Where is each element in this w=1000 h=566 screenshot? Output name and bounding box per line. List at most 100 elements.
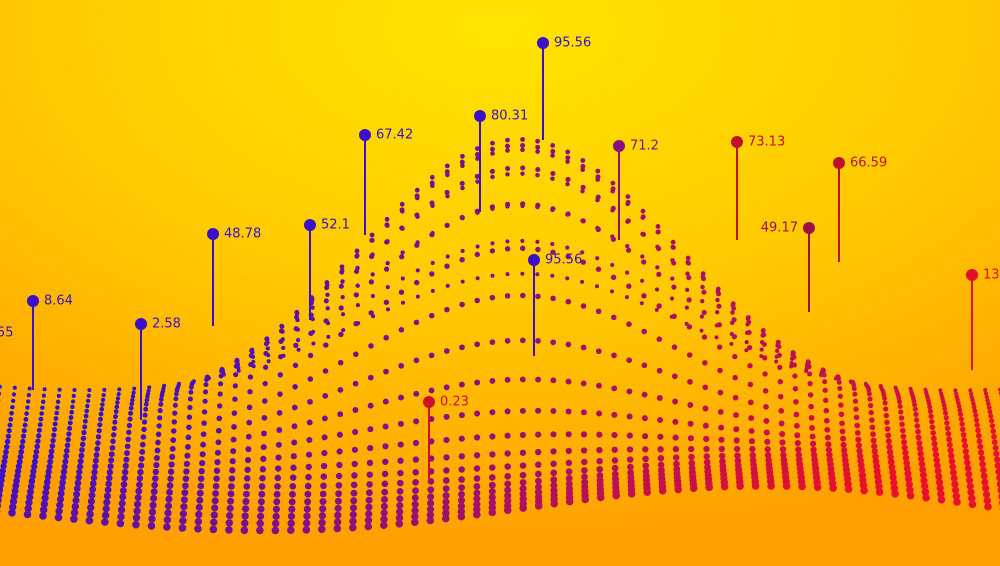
dot bbox=[580, 218, 586, 224]
dot bbox=[426, 516, 435, 525]
dot bbox=[195, 503, 203, 511]
dot bbox=[8, 509, 16, 517]
dot bbox=[272, 505, 280, 513]
dot bbox=[867, 402, 874, 409]
dot bbox=[903, 464, 911, 472]
dot bbox=[672, 418, 679, 425]
dot bbox=[258, 483, 266, 490]
dot bbox=[611, 470, 619, 478]
dot bbox=[397, 441, 404, 448]
dot bbox=[581, 495, 589, 504]
dot bbox=[95, 440, 101, 446]
dot bbox=[934, 467, 942, 475]
dot bbox=[595, 308, 602, 315]
pin-head bbox=[207, 228, 219, 240]
dot bbox=[657, 454, 665, 462]
dot bbox=[32, 453, 39, 460]
dot bbox=[983, 496, 992, 505]
dot bbox=[983, 388, 988, 392]
dot bbox=[503, 506, 512, 515]
dot bbox=[305, 473, 312, 481]
dot bbox=[101, 511, 110, 520]
dot bbox=[490, 140, 495, 146]
dot bbox=[717, 408, 724, 415]
dot bbox=[172, 402, 178, 408]
dot bbox=[23, 510, 32, 519]
dot bbox=[179, 510, 188, 518]
dot bbox=[851, 386, 857, 392]
dot bbox=[138, 455, 145, 462]
dot bbox=[321, 434, 328, 441]
dot bbox=[233, 372, 239, 378]
dot bbox=[442, 498, 450, 506]
dot bbox=[688, 453, 695, 461]
dot bbox=[982, 484, 990, 492]
dot bbox=[101, 518, 109, 526]
dot bbox=[132, 520, 140, 529]
dot bbox=[764, 446, 771, 453]
dot bbox=[444, 222, 450, 229]
dot bbox=[246, 404, 253, 411]
dot bbox=[78, 452, 85, 459]
dot bbox=[124, 450, 130, 457]
dot bbox=[670, 276, 675, 281]
dot bbox=[51, 426, 58, 433]
dot bbox=[164, 502, 173, 510]
dot bbox=[226, 511, 234, 520]
dot bbox=[699, 314, 704, 319]
dot bbox=[232, 383, 238, 389]
dot bbox=[303, 505, 311, 513]
dot bbox=[928, 413, 934, 419]
dot bbox=[396, 501, 404, 510]
dot bbox=[65, 436, 71, 443]
dot bbox=[934, 462, 941, 469]
dot bbox=[170, 428, 177, 434]
dot bbox=[656, 303, 662, 309]
dot bbox=[856, 447, 863, 455]
dot bbox=[199, 460, 206, 467]
dot bbox=[158, 397, 164, 402]
dot bbox=[382, 458, 389, 465]
dot bbox=[794, 440, 801, 447]
dot bbox=[75, 474, 82, 481]
pin-head bbox=[359, 129, 371, 141]
dot bbox=[458, 453, 465, 460]
dot bbox=[260, 444, 267, 451]
dot bbox=[565, 431, 572, 438]
dot bbox=[839, 428, 846, 435]
dot bbox=[988, 413, 994, 419]
dot bbox=[56, 495, 65, 503]
dot bbox=[426, 505, 435, 513]
dot bbox=[275, 454, 282, 461]
dot bbox=[141, 419, 148, 425]
pin-head bbox=[731, 136, 743, 148]
dot bbox=[340, 279, 345, 284]
dot bbox=[381, 480, 389, 488]
dot bbox=[0, 486, 4, 494]
dot bbox=[66, 431, 72, 437]
dot bbox=[43, 478, 51, 486]
dot bbox=[733, 445, 741, 453]
dot bbox=[960, 431, 967, 438]
dot bbox=[535, 246, 541, 253]
dot bbox=[338, 305, 344, 311]
dot bbox=[100, 397, 106, 403]
dot bbox=[194, 525, 202, 533]
pin-label: 48.78 bbox=[224, 227, 261, 242]
dot bbox=[103, 492, 111, 500]
dot bbox=[400, 250, 405, 255]
dot bbox=[917, 450, 924, 457]
dot bbox=[459, 214, 465, 221]
dot bbox=[381, 488, 389, 496]
dot bbox=[134, 494, 142, 502]
pin-head bbox=[27, 295, 39, 307]
dot bbox=[365, 510, 373, 518]
dot bbox=[915, 428, 921, 435]
dot bbox=[641, 293, 647, 299]
dot bbox=[734, 452, 741, 459]
dot bbox=[442, 514, 450, 523]
dot bbox=[112, 419, 118, 425]
dot bbox=[201, 409, 208, 415]
dot bbox=[0, 503, 2, 509]
dot bbox=[40, 500, 49, 508]
